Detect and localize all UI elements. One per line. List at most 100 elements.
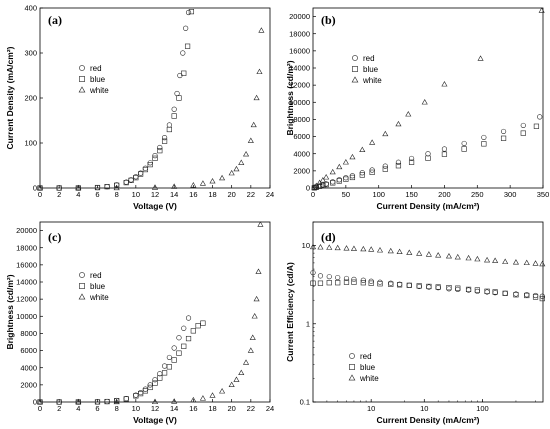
data-point-red [388, 280, 394, 286]
data-point-white [171, 398, 178, 404]
data-point-white [405, 111, 412, 117]
data-point-blue [94, 184, 101, 191]
data-point-white [255, 268, 262, 274]
data-point-red [537, 114, 543, 120]
data-point-blue [395, 163, 402, 169]
data-point-red [441, 146, 448, 152]
data-point-blue [539, 295, 545, 302]
data-point-blue [195, 323, 201, 329]
legend-marker-red [79, 65, 85, 71]
data-point-red [349, 173, 356, 179]
data-point-white [474, 255, 481, 262]
data-point-red [406, 282, 412, 288]
data-point-white [151, 398, 159, 405]
data-point-blue [343, 279, 350, 285]
legend-marker-blue [79, 76, 85, 82]
y-tick-label: 10000 [16, 312, 37, 321]
data-point-white [425, 251, 432, 257]
data-point-blue [138, 171, 144, 177]
legend-marker-white [78, 293, 86, 300]
data-point-blue [416, 283, 422, 289]
data-point-red [180, 50, 186, 56]
x-tick-label: 150 [405, 190, 418, 199]
y-tick-label: 300 [24, 49, 37, 58]
data-point-white [311, 184, 318, 190]
data-point-red [183, 25, 189, 31]
data-point-white [406, 249, 413, 255]
data-point-white [319, 177, 326, 183]
data-point-blue [171, 357, 177, 363]
data-point-blue [474, 287, 480, 293]
data-point-blue [492, 289, 498, 295]
data-point-red [171, 345, 177, 351]
y-tick-label: 12000 [16, 295, 37, 304]
data-point-white [242, 359, 250, 365]
data-point-white [238, 369, 245, 375]
data-point-blue [382, 166, 388, 172]
data-point-blue [181, 343, 187, 349]
series-red [311, 114, 543, 191]
data-point-blue [114, 398, 120, 404]
data-point-white [247, 347, 254, 353]
data-point-blue [133, 175, 139, 181]
data-point-white [219, 388, 226, 394]
data-point-white [190, 396, 197, 403]
data-point-white [376, 247, 384, 253]
data-point-white [151, 184, 159, 190]
plot-frame [39, 221, 271, 403]
data-point-white [317, 244, 324, 250]
data-point-blue [513, 292, 519, 298]
data-point-white [199, 395, 206, 401]
legend-label-blue: blue [363, 65, 379, 74]
y-tick-label: 18000 [289, 29, 310, 38]
data-point-blue [323, 181, 329, 188]
y-tick-label: 1 [306, 319, 310, 328]
data-point-blue [388, 281, 394, 287]
data-point-white [36, 184, 44, 191]
data-point-white [484, 256, 491, 263]
y-tick-label: 0 [33, 184, 37, 193]
x-tick-label: 4 [76, 404, 80, 413]
data-point-red [138, 389, 144, 396]
data-point-blue [147, 162, 153, 168]
data-point-white [492, 257, 499, 263]
x-tick-label: 0 [311, 190, 315, 199]
panel-letter: (b) [321, 13, 336, 27]
data-point-red [500, 128, 507, 135]
data-point-white [253, 94, 260, 101]
x-tick-label: 300 [504, 190, 517, 199]
panel-a: 0 2 4 6 8 10 12 14 16 18 20 22 240100200300400Voltag… [5, 4, 274, 211]
data-point-blue [425, 155, 431, 161]
data-point-red [181, 325, 187, 331]
y-tick-label: 20000 [289, 12, 310, 21]
data-point-red [474, 288, 480, 294]
data-point-blue [532, 294, 539, 300]
y-tick-label: 20000 [16, 226, 37, 235]
data-point-white [445, 252, 453, 259]
x-axis-label: Voltage (V) [133, 415, 177, 425]
x-tick-label: 6 [95, 190, 99, 199]
data-point-white [250, 121, 257, 128]
data-point-red [336, 177, 342, 183]
data-point-blue [368, 280, 374, 286]
legend-label-red: red [363, 54, 375, 63]
series-red [37, 315, 192, 405]
data-point-white [342, 159, 349, 165]
data-point-blue [520, 130, 526, 136]
data-point-white [233, 376, 240, 382]
plot-frame [39, 7, 271, 189]
data-point-red [326, 274, 332, 280]
data-point-blue [524, 292, 530, 299]
data-point-red [157, 144, 163, 151]
data-point-red [152, 377, 158, 383]
data-point-white [329, 168, 336, 175]
panel-letter: (a) [48, 13, 62, 27]
data-point-blue [502, 290, 508, 296]
legend-marker-blue [79, 283, 85, 289]
legend-marker-white [78, 86, 86, 93]
data-point-white [435, 252, 442, 258]
plot-frame [312, 221, 544, 403]
legend-label-blue: blue [360, 363, 376, 372]
data-point-blue [166, 364, 172, 370]
legend-marker-red [349, 353, 355, 359]
